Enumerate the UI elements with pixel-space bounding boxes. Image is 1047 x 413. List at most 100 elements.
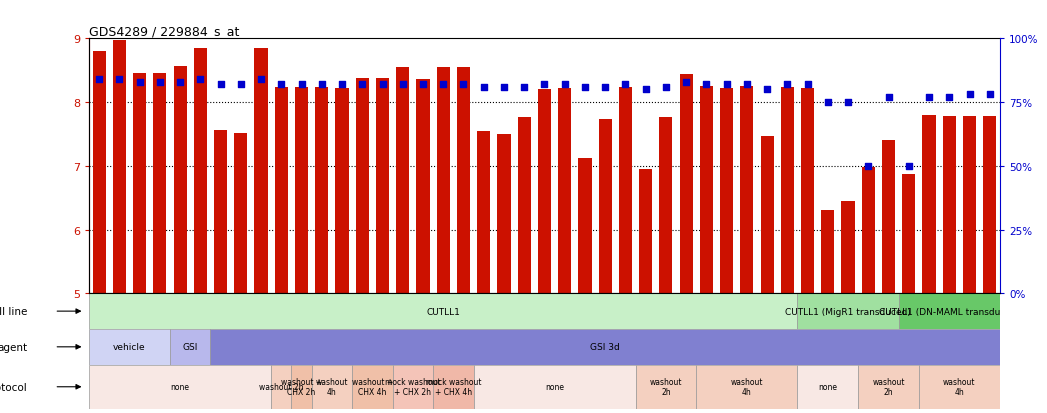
Point: [192, 77, 208, 83]
Bar: [254, 49, 268, 294]
Point: [677, 79, 694, 86]
Bar: [636, 365, 696, 409]
Point: [718, 82, 735, 88]
Point: [617, 82, 633, 88]
Bar: [699, 87, 713, 294]
Text: none: none: [545, 382, 564, 391]
Bar: [396, 68, 409, 294]
Bar: [538, 90, 551, 294]
Text: GDS4289 / 229884_s_at: GDS4289 / 229884_s_at: [89, 25, 240, 38]
Bar: [89, 365, 271, 409]
Point: [900, 163, 917, 170]
Point: [213, 82, 229, 88]
Point: [759, 87, 776, 93]
Bar: [898, 294, 1000, 329]
Bar: [456, 68, 470, 294]
Point: [354, 82, 371, 88]
Text: CUTLL1 (MigR1 transduced): CUTLL1 (MigR1 transduced): [785, 307, 911, 316]
Point: [395, 82, 411, 88]
Bar: [170, 329, 210, 365]
Bar: [295, 88, 308, 294]
Bar: [92, 52, 106, 294]
Bar: [862, 168, 875, 294]
Point: [495, 84, 512, 91]
Bar: [335, 89, 349, 294]
Bar: [882, 141, 895, 294]
Bar: [680, 75, 693, 294]
Point: [658, 84, 674, 91]
Point: [698, 82, 715, 88]
Text: washout
2h: washout 2h: [872, 377, 905, 396]
Bar: [214, 131, 227, 294]
Bar: [963, 117, 976, 294]
Bar: [497, 135, 511, 294]
Bar: [517, 118, 531, 294]
Bar: [153, 74, 166, 294]
Text: mock washout
+ CHX 4h: mock washout + CHX 4h: [425, 377, 482, 396]
Bar: [315, 88, 329, 294]
Bar: [235, 133, 247, 294]
Bar: [798, 294, 898, 329]
Point: [577, 84, 594, 91]
Point: [820, 100, 837, 106]
Point: [516, 84, 533, 91]
Point: [920, 95, 937, 101]
Bar: [720, 89, 733, 294]
Text: none: none: [171, 382, 190, 391]
Point: [232, 82, 249, 88]
Point: [799, 82, 816, 88]
Point: [840, 100, 856, 106]
Bar: [578, 159, 592, 294]
Text: cell line: cell line: [0, 306, 27, 316]
Bar: [922, 116, 936, 294]
Text: GSI 3d: GSI 3d: [591, 342, 620, 351]
Bar: [433, 365, 473, 409]
Bar: [760, 137, 774, 294]
Bar: [859, 365, 919, 409]
Bar: [660, 118, 672, 294]
Text: washout +
CHX 4h: washout + CHX 4h: [352, 377, 393, 396]
Point: [779, 82, 796, 88]
Bar: [274, 88, 288, 294]
Bar: [983, 117, 997, 294]
Text: washout
4h: washout 4h: [315, 377, 349, 396]
Bar: [271, 365, 291, 409]
Bar: [842, 202, 854, 294]
Bar: [558, 89, 572, 294]
Text: vehicle: vehicle: [113, 342, 146, 351]
Bar: [89, 294, 798, 329]
Bar: [210, 329, 1000, 365]
Point: [556, 82, 573, 88]
Bar: [113, 40, 126, 294]
Point: [435, 82, 451, 88]
Point: [152, 79, 169, 86]
Bar: [639, 170, 652, 294]
Bar: [740, 87, 754, 294]
Text: none: none: [819, 382, 838, 391]
Bar: [599, 120, 611, 294]
Text: GSI: GSI: [182, 342, 198, 351]
Bar: [477, 132, 490, 294]
Point: [313, 82, 330, 88]
Text: washout
4h: washout 4h: [731, 377, 763, 396]
Bar: [903, 175, 915, 294]
Point: [293, 82, 310, 88]
Point: [91, 77, 108, 83]
Bar: [781, 88, 794, 294]
Bar: [798, 365, 859, 409]
Text: washout
4h: washout 4h: [943, 377, 976, 396]
Point: [860, 163, 876, 170]
Bar: [312, 365, 352, 409]
Bar: [821, 211, 834, 294]
Bar: [619, 88, 632, 294]
Point: [273, 82, 290, 88]
Bar: [376, 79, 389, 294]
Text: mock washout
+ CHX 2h: mock washout + CHX 2h: [385, 377, 441, 396]
Point: [638, 87, 654, 93]
Text: agent: agent: [0, 342, 27, 352]
Bar: [356, 79, 369, 294]
Point: [172, 79, 188, 86]
Point: [597, 84, 614, 91]
Bar: [919, 365, 1000, 409]
Point: [738, 82, 755, 88]
